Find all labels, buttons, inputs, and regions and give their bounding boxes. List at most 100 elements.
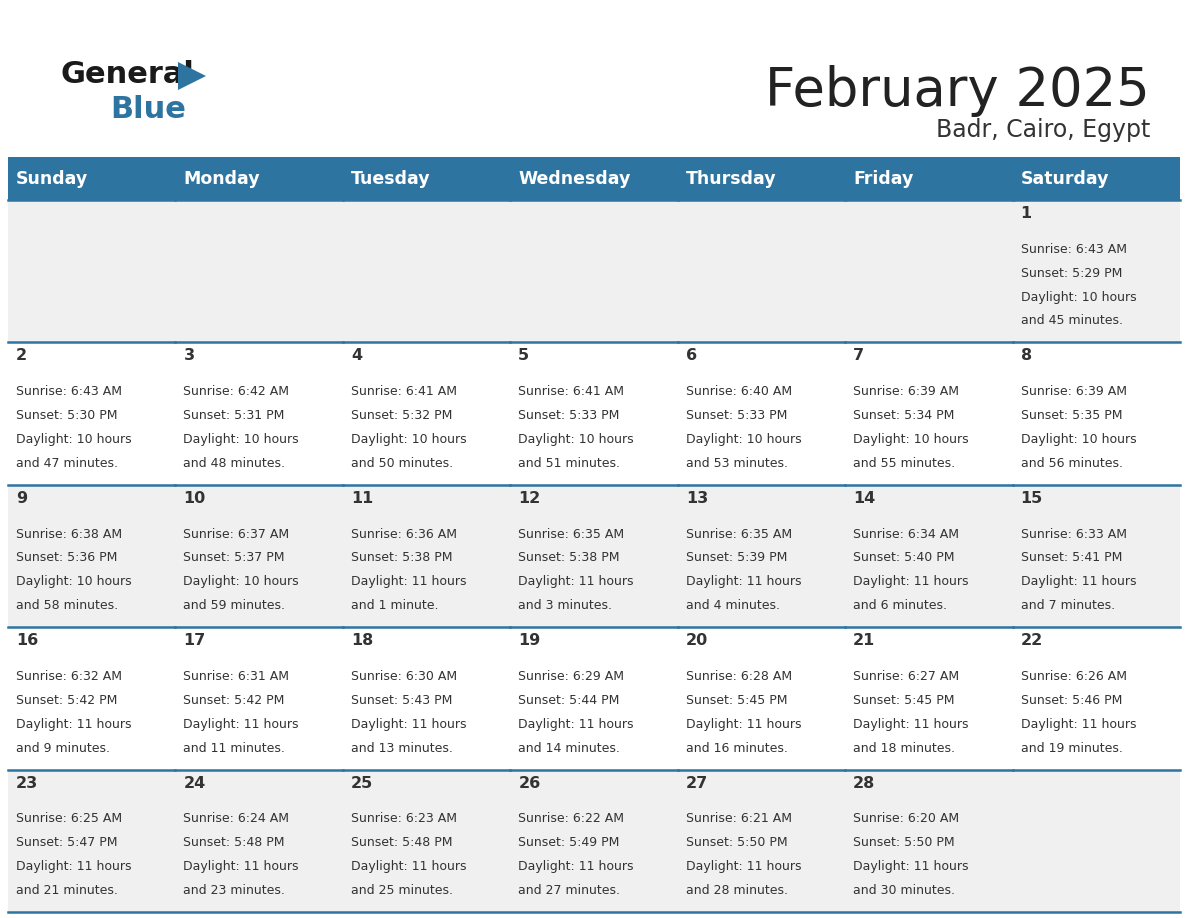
Text: Sunrise: 6:28 AM: Sunrise: 6:28 AM (685, 670, 792, 683)
Text: Sunset: 5:39 PM: Sunset: 5:39 PM (685, 552, 788, 565)
Text: Daylight: 11 hours: Daylight: 11 hours (518, 576, 633, 588)
Text: Daylight: 11 hours: Daylight: 11 hours (183, 718, 299, 731)
Text: 27: 27 (685, 776, 708, 790)
Text: 28: 28 (853, 776, 876, 790)
Text: Sunset: 5:33 PM: Sunset: 5:33 PM (685, 409, 788, 422)
Text: Sunrise: 6:34 AM: Sunrise: 6:34 AM (853, 528, 959, 541)
Text: and 45 minutes.: and 45 minutes. (1020, 315, 1123, 328)
Text: and 21 minutes.: and 21 minutes. (15, 884, 118, 897)
Text: Sunrise: 6:35 AM: Sunrise: 6:35 AM (518, 528, 625, 541)
Bar (845, 627, 1012, 769)
Text: and 58 minutes.: and 58 minutes. (15, 599, 118, 612)
Text: Sunset: 5:44 PM: Sunset: 5:44 PM (518, 694, 620, 707)
Bar (511, 485, 677, 627)
Text: Daylight: 11 hours: Daylight: 11 hours (15, 860, 132, 873)
Text: Sunset: 5:50 PM: Sunset: 5:50 PM (685, 836, 788, 849)
Bar (511, 200, 677, 342)
Text: Sunset: 5:32 PM: Sunset: 5:32 PM (350, 409, 453, 422)
Bar (8, 342, 176, 485)
Text: Thursday: Thursday (685, 170, 776, 187)
Text: and 55 minutes.: and 55 minutes. (853, 457, 955, 470)
Text: and 6 minutes.: and 6 minutes. (853, 599, 947, 612)
Text: Sunset: 5:33 PM: Sunset: 5:33 PM (518, 409, 620, 422)
Text: Daylight: 11 hours: Daylight: 11 hours (350, 576, 467, 588)
Text: Sunrise: 6:25 AM: Sunrise: 6:25 AM (15, 812, 122, 825)
Text: Sunrise: 6:30 AM: Sunrise: 6:30 AM (350, 670, 457, 683)
Text: 21: 21 (853, 633, 876, 648)
Bar (343, 627, 511, 769)
Bar (677, 485, 845, 627)
Bar (343, 342, 511, 485)
Text: 1: 1 (1020, 206, 1031, 221)
Text: Sunrise: 6:41 AM: Sunrise: 6:41 AM (350, 386, 457, 398)
Text: 22: 22 (1020, 633, 1043, 648)
Text: Daylight: 10 hours: Daylight: 10 hours (183, 576, 299, 588)
Text: Sunset: 5:36 PM: Sunset: 5:36 PM (15, 552, 118, 565)
Bar (176, 200, 343, 342)
Text: 20: 20 (685, 633, 708, 648)
Text: Sunset: 5:48 PM: Sunset: 5:48 PM (183, 836, 285, 849)
Text: Daylight: 11 hours: Daylight: 11 hours (350, 718, 467, 731)
Text: Sunrise: 6:22 AM: Sunrise: 6:22 AM (518, 812, 624, 825)
Bar (677, 342, 845, 485)
Text: Wednesday: Wednesday (518, 170, 631, 187)
Text: Daylight: 11 hours: Daylight: 11 hours (853, 860, 968, 873)
Text: 2: 2 (15, 349, 27, 364)
Text: and 1 minute.: and 1 minute. (350, 599, 438, 612)
Text: Sunrise: 6:35 AM: Sunrise: 6:35 AM (685, 528, 792, 541)
Bar (677, 769, 845, 912)
Text: Sunrise: 6:24 AM: Sunrise: 6:24 AM (183, 812, 290, 825)
Text: Sunrise: 6:32 AM: Sunrise: 6:32 AM (15, 670, 122, 683)
Text: Sunrise: 6:31 AM: Sunrise: 6:31 AM (183, 670, 290, 683)
Text: and 13 minutes.: and 13 minutes. (350, 742, 453, 755)
Bar (8, 485, 176, 627)
Text: and 7 minutes.: and 7 minutes. (1020, 599, 1114, 612)
Text: Daylight: 11 hours: Daylight: 11 hours (685, 576, 801, 588)
Text: Sunset: 5:45 PM: Sunset: 5:45 PM (853, 694, 955, 707)
Text: Daylight: 11 hours: Daylight: 11 hours (518, 860, 633, 873)
Bar (511, 769, 677, 912)
Bar (8, 769, 176, 912)
Text: and 14 minutes.: and 14 minutes. (518, 742, 620, 755)
Bar (1012, 769, 1180, 912)
Text: Daylight: 10 hours: Daylight: 10 hours (15, 433, 132, 446)
Text: and 47 minutes.: and 47 minutes. (15, 457, 118, 470)
Bar (677, 627, 845, 769)
Text: Sunset: 5:47 PM: Sunset: 5:47 PM (15, 836, 118, 849)
Text: Sunrise: 6:21 AM: Sunrise: 6:21 AM (685, 812, 791, 825)
Text: Sunset: 5:40 PM: Sunset: 5:40 PM (853, 552, 955, 565)
Text: Sunrise: 6:27 AM: Sunrise: 6:27 AM (853, 670, 959, 683)
Text: Badr, Cairo, Egypt: Badr, Cairo, Egypt (936, 118, 1150, 142)
Text: Sunset: 5:35 PM: Sunset: 5:35 PM (1020, 409, 1123, 422)
Text: Saturday: Saturday (1020, 170, 1110, 187)
Text: Tuesday: Tuesday (350, 170, 430, 187)
Text: Sunset: 5:50 PM: Sunset: 5:50 PM (853, 836, 955, 849)
Text: 6: 6 (685, 349, 697, 364)
Text: Sunday: Sunday (15, 170, 88, 187)
Bar (677, 200, 845, 342)
Bar (8, 157, 1180, 200)
Text: Sunrise: 6:43 AM: Sunrise: 6:43 AM (15, 386, 122, 398)
Text: and 50 minutes.: and 50 minutes. (350, 457, 453, 470)
Bar (176, 769, 343, 912)
Text: Daylight: 11 hours: Daylight: 11 hours (685, 718, 801, 731)
Text: Daylight: 10 hours: Daylight: 10 hours (350, 433, 467, 446)
Bar (176, 485, 343, 627)
Text: Sunrise: 6:20 AM: Sunrise: 6:20 AM (853, 812, 959, 825)
Bar (845, 485, 1012, 627)
Text: and 56 minutes.: and 56 minutes. (1020, 457, 1123, 470)
Text: Daylight: 11 hours: Daylight: 11 hours (15, 718, 132, 731)
Text: Sunset: 5:34 PM: Sunset: 5:34 PM (853, 409, 954, 422)
Text: Sunset: 5:29 PM: Sunset: 5:29 PM (1020, 266, 1121, 280)
Text: 16: 16 (15, 633, 38, 648)
Text: 19: 19 (518, 633, 541, 648)
Text: 8: 8 (1020, 349, 1031, 364)
Text: and 48 minutes.: and 48 minutes. (183, 457, 285, 470)
Text: and 19 minutes.: and 19 minutes. (1020, 742, 1123, 755)
Bar (845, 342, 1012, 485)
Text: and 4 minutes.: and 4 minutes. (685, 599, 779, 612)
Text: February 2025: February 2025 (765, 65, 1150, 117)
Text: General: General (61, 60, 194, 89)
Text: Sunset: 5:41 PM: Sunset: 5:41 PM (1020, 552, 1121, 565)
Text: and 30 minutes.: and 30 minutes. (853, 884, 955, 897)
